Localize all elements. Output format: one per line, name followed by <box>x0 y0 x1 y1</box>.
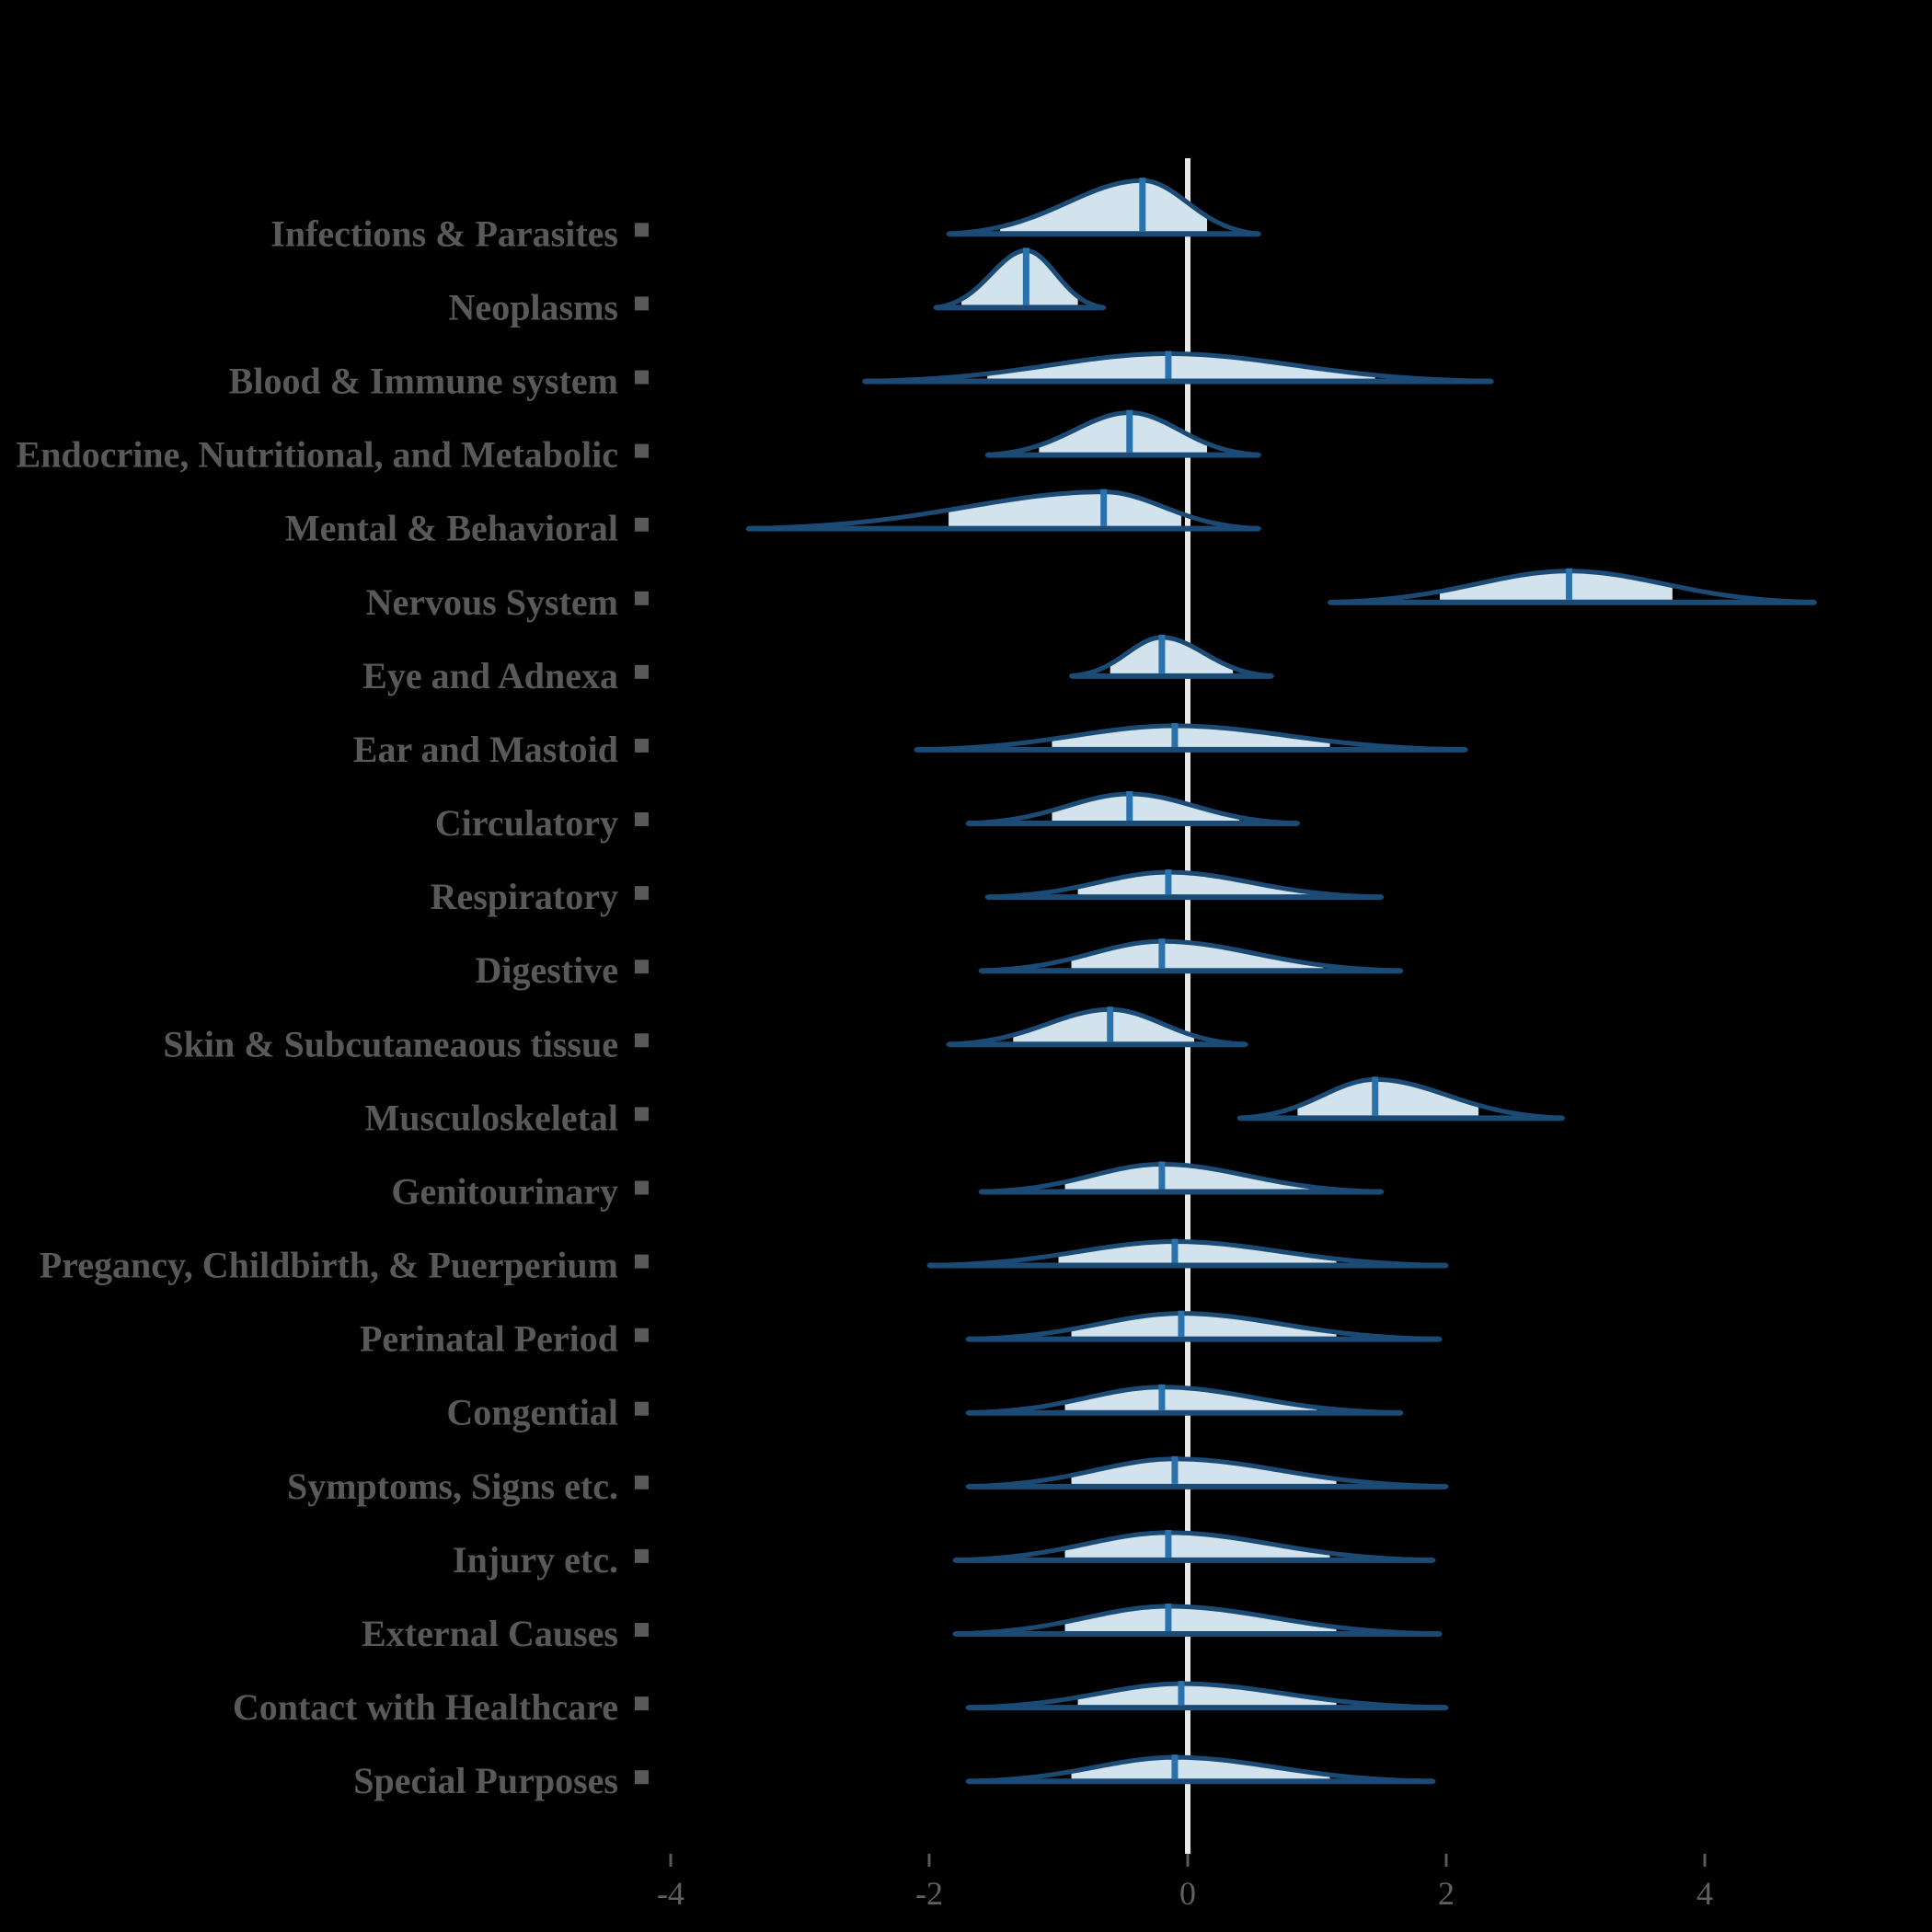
svg-text:Pregancy, Childbirth, & Puerpe: Pregancy, Childbirth, & Puerperium <box>40 1245 618 1286</box>
svg-text:Circulatory: Circulatory <box>435 802 618 844</box>
svg-text:Genitourinary: Genitourinary <box>391 1171 618 1213</box>
svg-text:Musculoskeletal: Musculoskeletal <box>364 1097 618 1138</box>
svg-text:0: 0 <box>1179 1875 1196 1912</box>
svg-text:Skin & Subcutaneaous tissue: Skin & Subcutaneaous tissue <box>163 1023 618 1064</box>
svg-text:2: 2 <box>1438 1875 1455 1912</box>
svg-text:Neoplasms: Neoplasms <box>449 286 618 328</box>
svg-text:Eye and Adnexa: Eye and Adnexa <box>362 655 618 696</box>
svg-text:Contact with Healthcare: Contact with Healthcare <box>233 1686 618 1728</box>
svg-text:Nervous System: Nervous System <box>366 581 618 623</box>
svg-text:Respiratory: Respiratory <box>431 876 618 917</box>
svg-text:Congential: Congential <box>446 1392 618 1433</box>
svg-text:Symptoms, Signs etc.: Symptoms, Signs etc. <box>287 1466 618 1507</box>
svg-text:Perinatal Period: Perinatal Period <box>360 1318 618 1360</box>
svg-text:Injury etc.: Injury etc. <box>453 1539 618 1581</box>
svg-text:External Causes: External Causes <box>362 1613 618 1654</box>
svg-text:Blood & Immune system: Blood & Immune system <box>229 361 618 402</box>
svg-text:Mental & Behavioral: Mental & Behavioral <box>285 508 618 549</box>
svg-text:Infections & Parasites: Infections & Parasites <box>270 213 618 254</box>
svg-text:Digestive: Digestive <box>475 949 618 991</box>
svg-text:-2: -2 <box>915 1875 943 1912</box>
svg-text:-4: -4 <box>657 1875 684 1912</box>
svg-text:Special Purposes: Special Purposes <box>353 1760 618 1801</box>
svg-text:4: 4 <box>1696 1875 1713 1912</box>
svg-text:Ear and Mastoid: Ear and Mastoid <box>353 729 618 770</box>
svg-text:Endocrine, Nutritional, and Me: Endocrine, Nutritional, and Metabolic <box>17 434 618 476</box>
